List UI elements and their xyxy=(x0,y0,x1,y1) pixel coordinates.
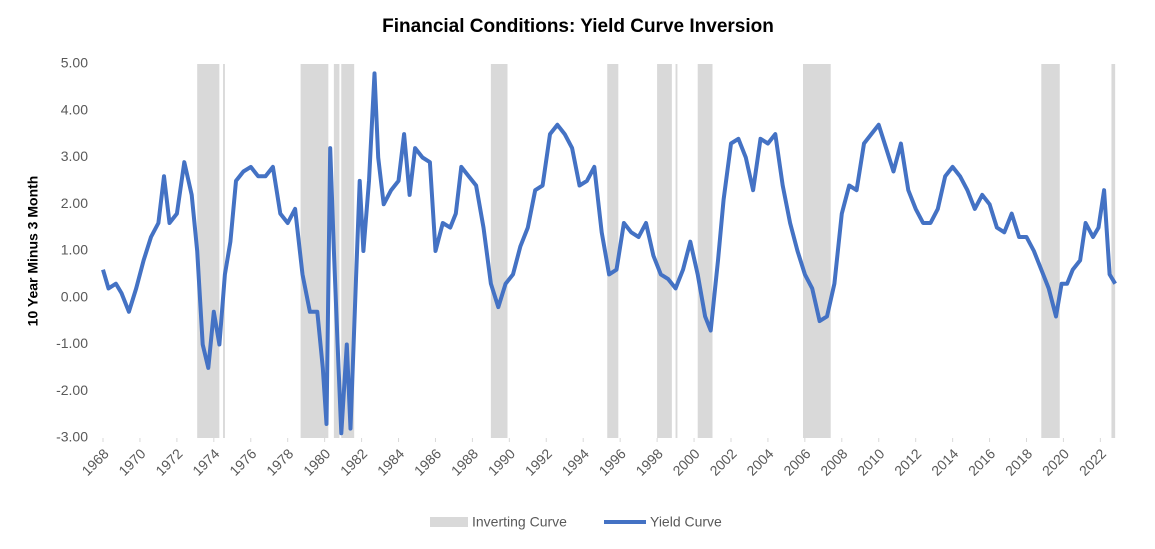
x-tick-label: 1998 xyxy=(632,445,665,478)
x-tick-label: 1990 xyxy=(485,445,518,478)
y-tick-label: 3.00 xyxy=(61,148,88,164)
chart-title: Financial Conditions: Yield Curve Invers… xyxy=(382,16,774,37)
yield-line xyxy=(101,71,1117,436)
y-tick-label: 5.00 xyxy=(61,55,88,71)
x-tick-label: 2022 xyxy=(1076,445,1109,478)
inversion-band xyxy=(607,64,619,438)
inversion-band xyxy=(657,64,672,438)
x-tick-label: 2004 xyxy=(743,445,776,478)
x-tick-label: 1976 xyxy=(226,445,259,478)
inversion-band xyxy=(333,64,340,438)
legend-label: Inverting Curve xyxy=(472,514,567,530)
x-tick-label: 1974 xyxy=(189,445,222,478)
x-tick-label: 1986 xyxy=(411,445,444,478)
x-tick-label: 1982 xyxy=(337,445,370,478)
x-tick-label: 2014 xyxy=(928,445,961,478)
inversion-band xyxy=(490,64,508,438)
x-tick-label: 1988 xyxy=(448,445,481,478)
inversion-band xyxy=(1041,64,1060,438)
y-tick-label: -2.00 xyxy=(56,382,88,398)
x-tick-label: 1980 xyxy=(300,445,333,478)
inversion-band xyxy=(675,64,678,438)
x-tick-label: 1978 xyxy=(263,445,296,478)
inversion-band xyxy=(223,64,225,438)
x-tick-label: 1992 xyxy=(522,445,555,478)
x-tick-label: 1968 xyxy=(78,445,111,478)
x-tick-label: 2018 xyxy=(1002,445,1035,478)
legend-swatch xyxy=(430,517,468,527)
inversion-band xyxy=(803,64,831,438)
y-axis-label: 10 Year Minus 3 Month xyxy=(25,176,41,327)
x-tick-label: 2012 xyxy=(891,445,924,478)
inversion-band xyxy=(1111,64,1116,438)
y-tick-label: -3.00 xyxy=(56,429,88,445)
x-tick-label: 2020 xyxy=(1039,445,1072,478)
legend-label: Yield Curve xyxy=(650,514,722,530)
x-tick-label: 2000 xyxy=(669,445,702,478)
y-tick-label: 4.00 xyxy=(61,101,88,117)
x-tick-label: 1996 xyxy=(596,445,629,478)
x-tick-label: 2002 xyxy=(706,445,739,478)
inversion-band xyxy=(341,64,355,438)
x-tick-label: 1972 xyxy=(152,445,185,478)
inversion-band xyxy=(697,64,713,438)
y-tick-label: 2.00 xyxy=(61,195,88,211)
y-tick-label: 0.00 xyxy=(61,288,88,304)
x-tick-label: 2006 xyxy=(780,445,813,478)
x-tick-label: 1994 xyxy=(559,445,592,478)
inversion-band xyxy=(197,64,220,438)
y-tick-label: -1.00 xyxy=(56,335,88,351)
x-tick-label: 2008 xyxy=(817,445,850,478)
x-tick-label: 1970 xyxy=(115,445,148,478)
y-tick-label: 1.00 xyxy=(61,242,88,258)
x-tick-label: 1984 xyxy=(374,445,407,478)
x-tick-label: 2010 xyxy=(854,445,887,478)
x-tick-label: 2016 xyxy=(965,445,998,478)
